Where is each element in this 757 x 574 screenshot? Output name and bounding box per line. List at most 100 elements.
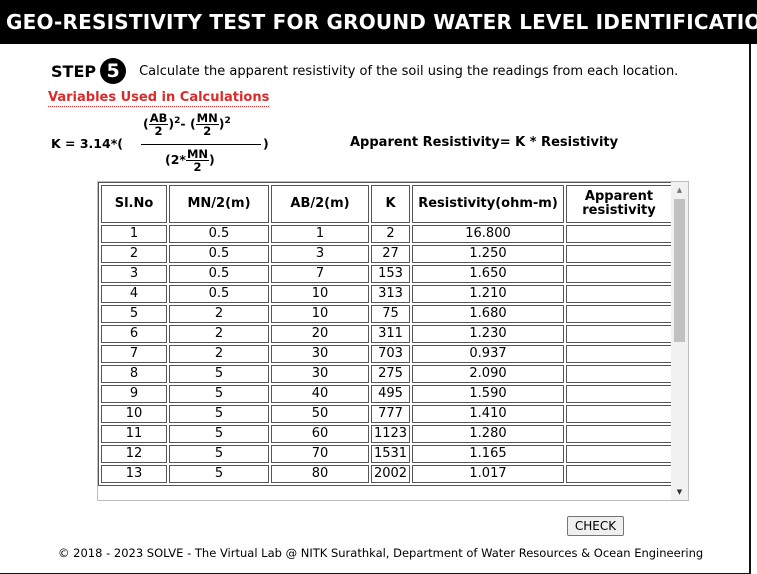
col-header-resistivity: Resistivity(ohm-m) (412, 185, 564, 223)
cell-mn: 2 (169, 305, 269, 323)
cell-ab: 7 (271, 265, 369, 283)
frac-two: 2 (154, 124, 163, 138)
variables-link[interactable]: Variables Used in Calculations (48, 90, 270, 107)
table-row: 6 2 20 311 1.230 (101, 325, 672, 343)
apparent-resistivity-input[interactable] (566, 325, 672, 343)
table-scrollbar[interactable]: ▲ ▼ (671, 182, 688, 500)
cell-slno: 11 (101, 425, 167, 443)
cell-k: 495 (371, 385, 410, 403)
cell-k: 27 (371, 245, 410, 263)
apparent-resistivity-input[interactable] (566, 405, 672, 423)
cell-mn: 5 (169, 445, 269, 463)
cell-k: 1123 (371, 425, 410, 443)
cell-ab: 30 (271, 345, 369, 363)
cell-ab: 1 (271, 225, 369, 243)
mn-over-2-den: MN 2 (185, 147, 210, 174)
cell-mn: 2 (169, 325, 269, 343)
table-row: 8 5 30 275 2.090 (101, 365, 672, 383)
cell-ab: 20 (271, 325, 369, 343)
cell-k: 703 (371, 345, 410, 363)
cell-k: 2002 (371, 465, 410, 483)
apparent-resistivity-input[interactable] (566, 245, 672, 263)
readings-table: Sl.No MN/2(m) AB/2(m) K Resistivity(ohm-… (98, 182, 675, 486)
formula-denominator: (2* MN 2) (165, 148, 215, 173)
cell-resistivity: 1.165 (412, 445, 564, 463)
formula-minus: - (180, 116, 186, 131)
apparent-resistivity-input[interactable] (566, 225, 672, 243)
cell-slno: 12 (101, 445, 167, 463)
table-row: 5 2 10 75 1.680 (101, 305, 672, 323)
cell-slno: 8 (101, 365, 167, 383)
cell-slno: 3 (101, 265, 167, 283)
col-header-apparent: Apparent resistivity (566, 185, 672, 223)
cell-resistivity: 1.210 (412, 285, 564, 303)
frac-two: 2 (193, 160, 202, 174)
table-row: 12 5 70 1531 1.165 (101, 445, 672, 463)
formula-k-prefix: K = 3.14*( (51, 136, 123, 151)
k-formula: K = 3.14*( (AB 2)2- (MN 2)2 ) (2* MN 2) (51, 112, 291, 182)
step-instruction: Calculate the apparent resistivity of th… (139, 63, 679, 79)
page-title: GEO-RESISTIVITY TEST FOR GROUND WATER LE… (0, 0, 757, 44)
cell-resistivity: 1.017 (412, 465, 564, 483)
cell-mn: 0.5 (169, 245, 269, 263)
apparent-resistivity-input[interactable] (566, 345, 672, 363)
cell-resistivity: 1.230 (412, 325, 564, 343)
step-label: STEP (51, 61, 97, 81)
frac-mn: MN (185, 147, 210, 161)
apparent-resistivity-input[interactable] (566, 265, 672, 283)
apparent-resistivity-input[interactable] (566, 305, 672, 323)
apparent-resistivity-input[interactable] (566, 285, 672, 303)
cell-k: 313 (371, 285, 410, 303)
apparent-resistivity-input[interactable] (566, 465, 672, 483)
step-number-badge: 5 (100, 58, 127, 84)
cell-k: 1531 (371, 445, 410, 463)
formula-paren: ) (168, 116, 175, 131)
cell-resistivity: 1.410 (412, 405, 564, 423)
formula-den-prefix: (2* (165, 152, 186, 167)
cell-slno: 2 (101, 245, 167, 263)
formula-paren: ) (218, 116, 225, 131)
readings-table-container[interactable]: Sl.No MN/2(m) AB/2(m) K Resistivity(ohm-… (97, 181, 689, 501)
cell-resistivity: 0.937 (412, 345, 564, 363)
cell-ab: 80 (271, 465, 369, 483)
cell-mn: 5 (169, 385, 269, 403)
table-row: 10 5 50 777 1.410 (101, 405, 672, 423)
cell-mn: 0.5 (169, 225, 269, 243)
table-row: 9 5 40 495 1.590 (101, 385, 672, 403)
scroll-thumb[interactable] (674, 199, 685, 342)
cell-ab: 60 (271, 425, 369, 443)
cell-mn: 5 (169, 365, 269, 383)
formula-close-paren: ) (263, 136, 269, 151)
cell-k: 777 (371, 405, 410, 423)
cell-slno: 1 (101, 225, 167, 243)
cell-mn: 0.5 (169, 285, 269, 303)
cell-slno: 13 (101, 465, 167, 483)
step-header: STEP 5 Calculate the apparent resistivit… (51, 58, 678, 84)
cell-slno: 6 (101, 325, 167, 343)
cell-resistivity: 1.590 (412, 385, 564, 403)
scroll-down-icon[interactable]: ▼ (676, 488, 683, 496)
cell-mn: 5 (169, 425, 269, 443)
apparent-resistivity-input[interactable] (566, 365, 672, 383)
apparent-resistivity-input[interactable] (566, 425, 672, 443)
frac-mn: MN (195, 111, 219, 125)
cell-k: 75 (371, 305, 410, 323)
table-row: 7 2 30 703 0.937 (101, 345, 672, 363)
cell-resistivity: 1.250 (412, 245, 564, 263)
formula-fraction-bar (141, 144, 261, 145)
apparent-resistivity-input[interactable] (566, 445, 672, 463)
mn-over-2: MN 2 (195, 111, 219, 137)
cell-slno: 9 (101, 385, 167, 403)
apparent-resistivity-input[interactable] (566, 385, 672, 403)
cell-mn: 5 (169, 405, 269, 423)
table-row: 13 5 80 2002 1.017 (101, 465, 672, 483)
col-header-mn: MN/2(m) (169, 185, 269, 223)
check-button[interactable]: CHECK (567, 516, 624, 536)
cell-slno: 4 (101, 285, 167, 303)
cell-ab: 30 (271, 365, 369, 383)
scroll-up-icon[interactable]: ▲ (676, 186, 683, 194)
col-header-k: K (371, 185, 410, 223)
cell-resistivity: 1.650 (412, 265, 564, 283)
cell-k: 153 (371, 265, 410, 283)
footer-credits: © 2018 - 2023 SOLVE - The Virtual Lab @ … (58, 546, 704, 560)
